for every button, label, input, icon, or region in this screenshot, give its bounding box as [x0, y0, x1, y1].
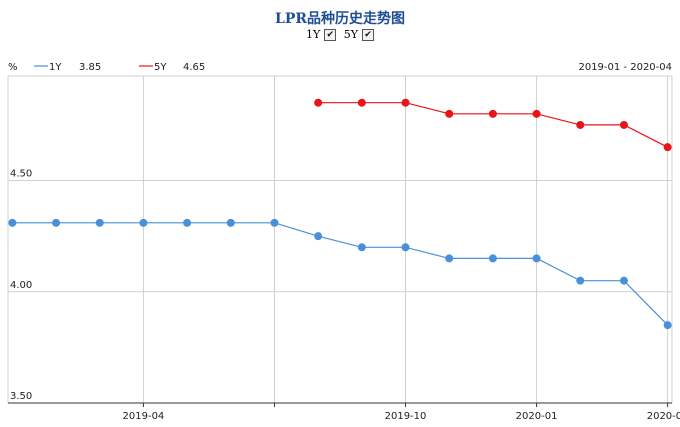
checkbox-1y-icon[interactable]: ✔ [324, 28, 337, 41]
legend-5y-value: 4.65 [183, 62, 205, 73]
checkbox-5y-icon[interactable]: ✔ [362, 28, 375, 41]
series-5y-line [318, 102, 668, 148]
series-5y-point [576, 120, 585, 129]
date-range-label: 2019-01 - 2020-04 [578, 62, 672, 73]
series-1y-point [314, 232, 323, 241]
x-tick-label: 2019-04 [123, 411, 165, 422]
y-tick-label: 4.50 [10, 169, 32, 180]
chart-title: LPR品种历史走势图 [274, 11, 405, 27]
series-1y-point [226, 218, 235, 227]
series-1y-point [270, 218, 279, 227]
series-1y-line [12, 222, 669, 326]
series-1y-point [488, 254, 497, 263]
x-tick-label: 2019-10 [385, 411, 427, 422]
legend-1y-value: 3.85 [79, 62, 101, 73]
x-tick-label: 2020-01 [516, 411, 558, 422]
y-tick-label: 4.00 [10, 280, 32, 291]
series-5y-point [357, 98, 366, 107]
series-1y-point [183, 218, 192, 227]
series-1y-point [532, 254, 541, 263]
series-1y-point [8, 218, 17, 227]
series-1y-point [445, 254, 454, 263]
series-1y-point [401, 243, 410, 252]
series-5y-point [619, 120, 628, 129]
series-1y-point [619, 276, 628, 285]
series-5y-point [445, 109, 454, 118]
series-5y-point [532, 109, 541, 118]
x-tick-label: 2020-04 [647, 411, 680, 422]
series-5y-point [663, 143, 672, 152]
toggle-5y-label: 5Y [343, 28, 359, 41]
series-1y-point [576, 276, 585, 285]
toggle-5y[interactable]: 5Y ✔ [343, 28, 375, 41]
series-1y-point [139, 218, 148, 227]
series-5y-point [488, 109, 497, 118]
series-toggles: 1Y ✔ 5Y ✔ [0, 28, 680, 41]
unit-label: % [8, 62, 18, 73]
y-tick-label: 3.50 [10, 391, 32, 402]
toggle-1y-label: 1Y [305, 28, 321, 41]
series-5y-point [314, 98, 323, 107]
legend-1y-name: 1Y [49, 62, 62, 73]
series-1y-point [52, 218, 61, 227]
series-1y-point [357, 243, 366, 252]
series-5y-point [401, 98, 410, 107]
series-1y-point [95, 218, 104, 227]
toggle-1y[interactable]: 1Y ✔ [305, 28, 337, 41]
legend-5y-name: 5Y [154, 62, 167, 73]
series-1y-point [663, 321, 672, 330]
